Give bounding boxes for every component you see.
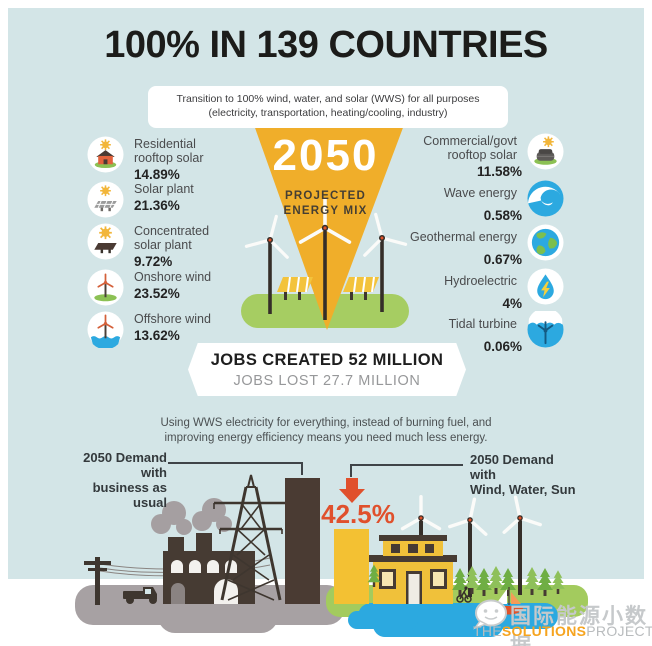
energy-value: 0.58% [483,208,522,223]
solar-panel-right [343,276,379,300]
list-item-tidal-turbine: Tidal turbine [400,311,564,348]
energy-label: Commercial/govt rooftop solar [423,134,517,162]
bau-demand-label: 2050 Demand with business as usual [83,450,167,510]
funnel-shape [254,125,404,330]
energy-value: 0.06% [483,339,522,354]
list-item-wave-energy: Wave energy [400,180,564,217]
energy-label: Residential rooftop solar [134,137,204,165]
energy-label: Offshore wind [134,312,211,326]
energy-value: 9.72% [134,254,173,269]
list-item-solar-plant: Solar plant 21.36% [87,181,257,218]
list-item-commercial-rooftop-solar: Commercial/govt rooftop solar [400,133,564,170]
watermark-chinese-text: 国际能源小数据 [510,605,648,646]
energy-label: Concentrated solar plant [134,224,210,252]
wind-turbine-center [298,198,352,320]
jobs-banner: JOBS CREATED 52 MILLION JOBS LOST 27.7 M… [188,343,466,396]
energy-label: Wave energy [443,186,517,200]
energy-label: Geothermal energy [409,230,517,244]
tidal-turbine-icon [527,311,564,348]
solutions-project-logo: THESOLUTIONSPROJECT [473,623,652,639]
left-bracket-line [168,462,303,475]
wave-energy-icon [527,180,564,217]
smoke-puffs [151,498,232,535]
geothermal-energy-icon [527,224,564,261]
projection-year: 2050 [272,131,379,180]
hydroelectric-icon [527,268,564,305]
energy-label: Tidal turbine [448,317,517,331]
solar-house [369,535,457,604]
energy-value: 21.36% [134,198,180,213]
reduction-percentage: 42.5% [321,499,395,529]
jobs-lost-text: JOBS LOST 27.7 MILLION [233,373,421,389]
energy-label: Hydroelectric [444,274,517,288]
solar-plant-icon [87,181,124,218]
reduction-arrow-icon [339,478,365,503]
transmission-tower [213,474,289,601]
energy-value: 13.62% [134,328,180,343]
wws-demand-bar [334,529,369,604]
energy-value: 14.89% [134,167,180,182]
list-item-hydroelectric: Hydroelectric [400,268,564,305]
commercial-rooftop-solar-icon [527,133,564,170]
subtitle-box: Transition to 100% wind, water, and sola… [148,86,508,128]
page-title: 100% IN 139 COUNTRIES [104,24,548,66]
demand-comparison-scene [75,462,588,637]
wind-turbine-right [363,212,408,312]
energy-value: 4% [502,296,522,311]
solar-panel-left [277,276,313,300]
jobs-created-text: JOBS CREATED 52 MILLION [210,351,444,369]
bau-demand-bar [285,478,320,604]
right-bracket-line [350,464,463,477]
concentrated-solar-plant-icon [87,223,124,260]
pickup-truck [123,587,157,604]
efficiency-note: Using WWS electricity for everything, in… [160,417,492,444]
energy-label: Onshore wind [134,270,212,284]
list-item-residential-rooftop-solar: Residential rooftop solar 14.89% [87,136,257,182]
chat-bubble-logo-icon [472,599,507,630]
list-item-onshore-wind: Onshore wind 23.52% [87,269,257,306]
residential-rooftop-solar-icon [87,136,124,173]
wind-turbine-3 [502,495,542,595]
energy-label: Solar plant [134,182,194,196]
list-item-concentrated-solar-plant: Concentrated solar plant 9.72% [87,223,257,269]
factory [163,533,255,604]
offshore-wind-icon [87,311,124,348]
energy-mix-illustration [241,125,409,330]
wind-turbine-left [244,214,289,314]
energy-value: 0.67% [483,252,522,267]
pine-trees [367,564,565,596]
projection-label: PROJECTED ENERGY MIX [283,190,368,217]
wws-demand-label: 2050 Demand with Wind, Water, Sun [470,452,576,497]
onshore-wind-icon [87,269,124,306]
cyclist [456,586,472,603]
list-item-offshore-wind: Offshore wind 13.62% [87,311,257,348]
list-item-geothermal-energy: Geothermal energy [400,224,564,261]
energy-value: 23.52% [134,286,180,301]
subtitle-line2: (electricity, transportation, heating/co… [208,107,448,119]
subtitle-line1: Transition to 100% wind, water, and sola… [176,93,480,105]
wind-turbine-2 [448,497,488,597]
energy-value: 11.58% [476,164,522,179]
